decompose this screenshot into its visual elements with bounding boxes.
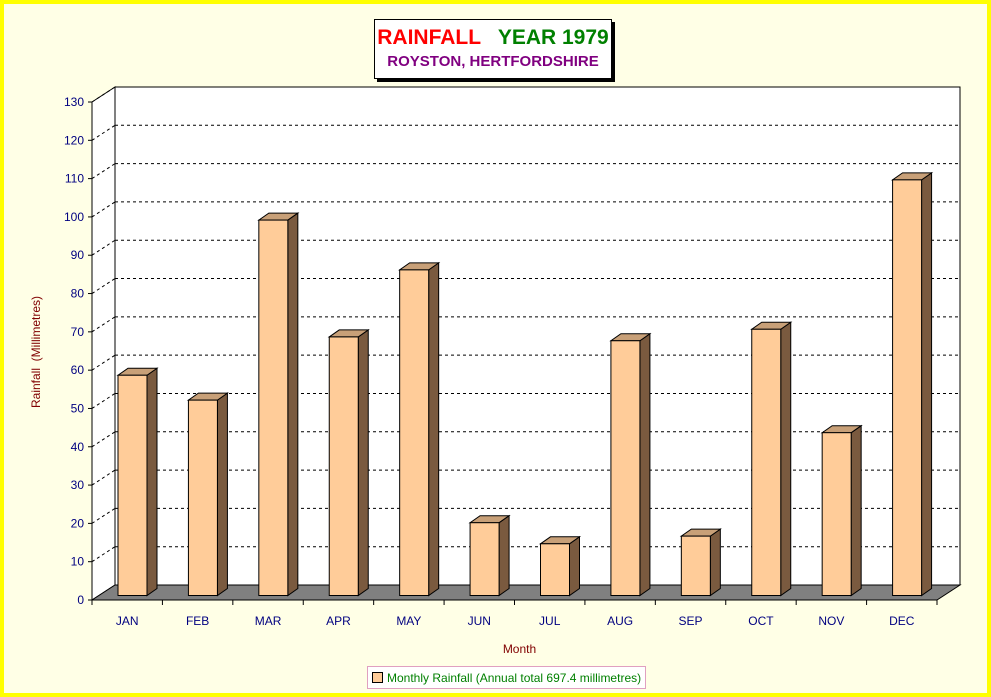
bar <box>821 432 852 597</box>
y-tick-label: 70 <box>71 325 85 339</box>
x-axis-title: Month <box>503 642 536 656</box>
x-tick-label: FEB <box>186 614 209 628</box>
bar-side <box>287 212 299 597</box>
gridline-side <box>91 316 116 333</box>
y-tick-label: 30 <box>71 478 85 492</box>
x-tick-label: OCT <box>748 614 774 628</box>
gridline-side <box>91 393 116 409</box>
chart-title-year: YEAR 1979 <box>497 26 609 49</box>
gridline-side <box>91 354 116 371</box>
y-tick-label: 80 <box>71 287 85 301</box>
plot-back-wall <box>114 86 961 586</box>
x-tick-label: APR <box>326 614 351 628</box>
gridline-side <box>91 239 116 256</box>
x-tick-label: DEC <box>889 614 915 628</box>
chart-subtitle: ROYSTON, HERTFORDSHIRE <box>387 53 599 70</box>
bar <box>610 340 641 596</box>
y-tick-label: 10 <box>71 555 85 569</box>
gridline-side <box>91 124 116 141</box>
bar-side <box>216 392 228 597</box>
x-tick-label: NOV <box>818 614 844 628</box>
gridline-side <box>91 201 116 218</box>
y-tick-label: 40 <box>71 440 85 454</box>
y-tick-label: 90 <box>71 248 85 262</box>
bar-side <box>428 261 440 597</box>
x-tick-label: JUN <box>468 614 491 628</box>
gridline-side <box>91 86 116 103</box>
bar-side <box>569 535 580 597</box>
y-tick-label: 20 <box>71 516 85 530</box>
y-tick-label: 60 <box>71 363 85 377</box>
bar <box>751 328 782 596</box>
y-tick-label: 130 <box>64 95 84 109</box>
bar-side <box>639 332 651 597</box>
gridline-side <box>91 469 116 486</box>
bar-side <box>498 514 510 597</box>
bar <box>187 399 218 596</box>
x-tick-label: MAR <box>255 614 282 628</box>
bar-side <box>780 321 792 597</box>
legend-label: Monthly Rainfall (Annual total 697.4 mil… <box>387 670 642 685</box>
x-tick-label: MAY <box>396 614 421 628</box>
gridline-side <box>91 546 116 563</box>
x-tick-label: JAN <box>116 614 139 628</box>
plot-left-wall <box>91 86 116 601</box>
y-axis-title: Rainfall (Millimetres) <box>29 296 43 408</box>
y-tick-label: 100 <box>64 210 84 224</box>
y-tick-label: 0 <box>77 593 84 607</box>
y-tick-label: 120 <box>64 133 84 147</box>
bar-side <box>709 528 721 597</box>
x-tick-label: JUL <box>539 614 561 628</box>
bar-side <box>850 424 862 597</box>
x-tick-label: SEP <box>679 614 703 628</box>
bar <box>328 336 359 596</box>
gridline-side <box>91 163 116 180</box>
bar-side <box>146 367 158 597</box>
legend-swatch <box>372 672 383 683</box>
y-tick-label: 50 <box>71 401 85 415</box>
chart-title-box: RAINFALL YEAR 1979 ROYSTON, HERTFORDSHIR… <box>374 19 612 79</box>
x-tick-label: AUG <box>607 614 633 628</box>
bar-side <box>357 328 369 597</box>
chart-title: RAINFALL YEAR 1979 <box>375 26 611 50</box>
bar <box>680 535 711 596</box>
bar <box>399 269 430 596</box>
bar <box>117 374 148 596</box>
bar <box>892 179 923 596</box>
gridline-side <box>91 278 116 294</box>
bar <box>258 219 289 596</box>
gridline-side <box>91 431 116 448</box>
y-tick-label: 110 <box>65 172 84 186</box>
bar <box>540 543 570 596</box>
bar <box>469 522 500 597</box>
chart-legend: Monthly Rainfall (Annual total 697.4 mil… <box>367 666 647 689</box>
bar-side <box>921 171 933 597</box>
gridline-side <box>91 507 116 524</box>
chart-title-rainfall: RAINFALL <box>377 26 481 49</box>
